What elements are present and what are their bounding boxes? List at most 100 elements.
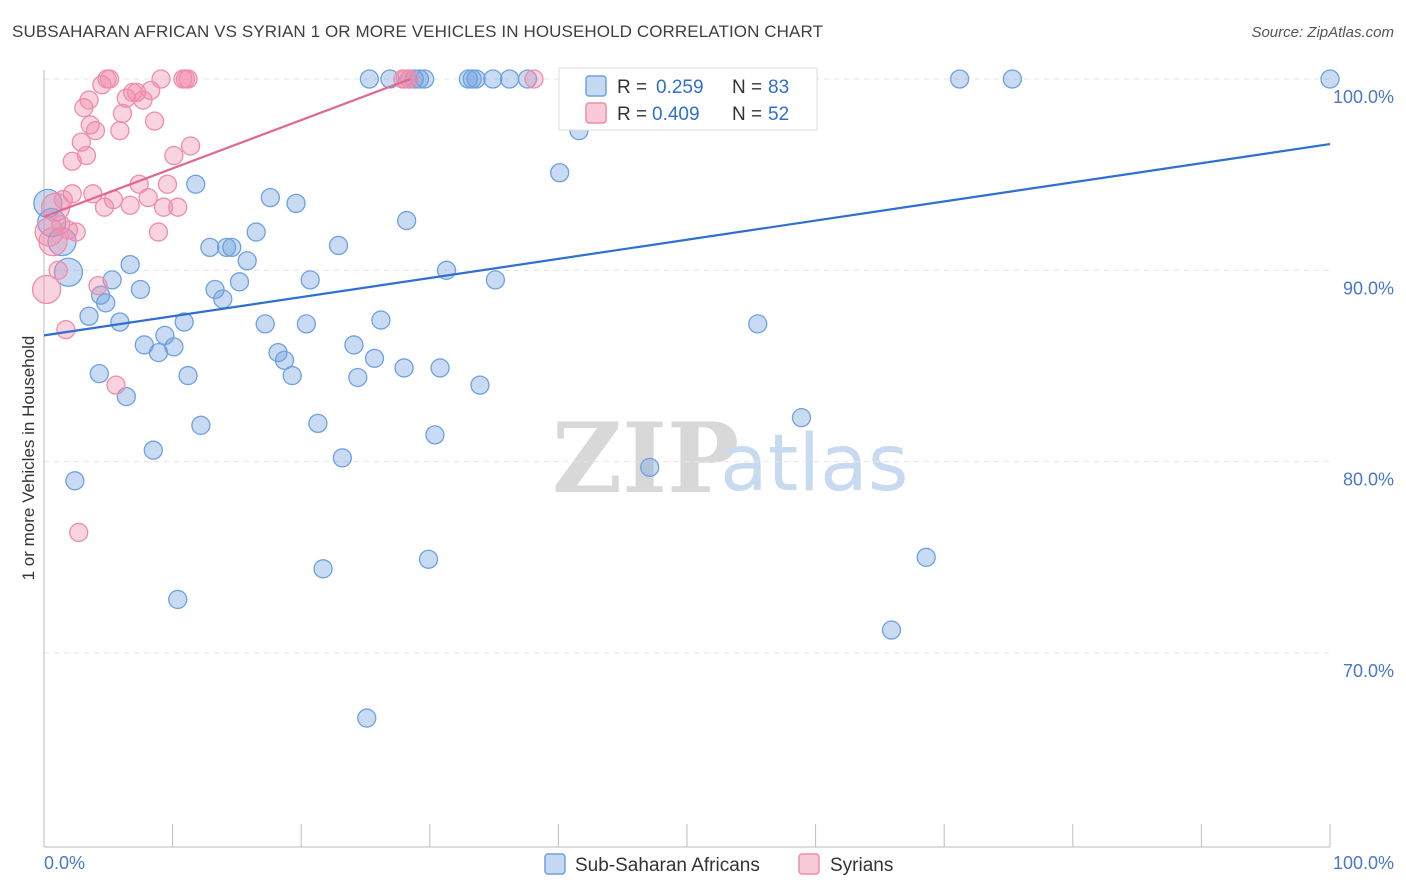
data-point-syrian (126, 82, 147, 103)
data-point-syrian (66, 222, 86, 242)
data-point-sub-saharan (430, 358, 450, 378)
data-point-syrian (99, 69, 120, 89)
data-point-syrian (76, 145, 97, 166)
data-point-sub-saharan (308, 413, 328, 434)
data-point-sub-saharan (143, 440, 163, 460)
data-point-sub-saharan (550, 163, 570, 183)
data-point-sub-saharan (286, 193, 306, 214)
data-point-syrian (83, 184, 103, 204)
gridlines (44, 78, 1330, 654)
data-point-syrian (58, 220, 79, 240)
data-point-sub-saharan (282, 365, 302, 386)
data-point-syrian (48, 260, 68, 280)
data-point-syrian (144, 111, 165, 131)
data-point-syrian (168, 197, 188, 217)
data-point-syrian (62, 184, 82, 204)
data-point-sub-saharan (415, 69, 435, 89)
data-point-sub-saharan (313, 559, 333, 579)
data-point-sub-saharan (470, 375, 490, 395)
data-point-sub-saharan (205, 279, 225, 300)
data-point-sub-saharan (881, 620, 902, 640)
x-tick-label-min: 0.0% (44, 853, 85, 873)
data-point-syrian (157, 174, 178, 194)
data-point-sub-saharan (1002, 69, 1023, 89)
data-point-sub-saharan (499, 69, 520, 89)
data-point-sub-saharan (102, 270, 122, 290)
bottom-legend-label-syrians: Syrians (830, 855, 893, 876)
data-point-sub-saharan (364, 348, 385, 368)
data-point-sub-saharan (748, 314, 768, 334)
trend-line-syrians (43, 77, 411, 218)
y-axis-tick-labels: 70.0% 80.0% 90.0% 100.0% (1333, 87, 1394, 681)
legend-n-value-sub: 83 (768, 77, 789, 98)
y-tick-label: 80.0% (1343, 470, 1394, 490)
data-point-sub-saharan (174, 312, 194, 332)
data-point-sub-saharan (89, 364, 109, 384)
data-point-sub-saharan (168, 589, 188, 610)
watermark-atlas: atlas (720, 419, 909, 509)
data-point-sub-saharan (213, 289, 233, 309)
legend-r-label-sub: R = (617, 77, 647, 98)
legend-n-value-syr: 52 (768, 104, 789, 125)
data-point-sub-saharan (916, 547, 936, 567)
y-tick-label: 90.0% (1343, 278, 1394, 298)
data-point-sub-saharan (296, 314, 316, 334)
series-sub-saharan-points (33, 69, 1340, 728)
data-point-syrian (148, 222, 169, 242)
y-tick-label: 70.0% (1343, 661, 1394, 681)
data-point-sub-saharan (425, 425, 445, 445)
data-point-sub-saharan (344, 335, 364, 355)
x-tick-label-max: 100.0% (1333, 853, 1394, 873)
data-point-syrian (524, 69, 544, 89)
data-point-syrian (112, 103, 133, 124)
data-point-sub-saharan (485, 270, 506, 290)
data-point-sub-saharan (200, 237, 220, 258)
legend-r-value-syr: 0.409 (652, 104, 700, 125)
data-point-sub-saharan (1320, 69, 1340, 89)
stats-legend: R = 0.259 N = 83 R = 0.409 N = 52 (558, 67, 818, 131)
chart-source: Source: ZipAtlas.com (1251, 24, 1394, 41)
legend-r-label-syr: R = (617, 104, 647, 125)
data-point-syrian (80, 115, 100, 135)
data-point-sub-saharan (640, 457, 660, 478)
data-point-sub-saharan (394, 358, 414, 378)
data-point-sub-saharan (191, 415, 211, 435)
data-point-syrian (79, 90, 99, 110)
data-point-sub-saharan (255, 314, 275, 334)
data-point-sub-saharan (332, 448, 353, 468)
data-point-sub-saharan (466, 69, 486, 89)
data-point-syrian (106, 375, 126, 395)
data-point-sub-saharan (397, 210, 417, 231)
data-point-sub-saharan (130, 279, 151, 300)
data-point-syrian (164, 145, 184, 166)
chart-title: SUBSAHARAN AFRICAN VS SYRIAN 1 OR MORE V… (12, 22, 824, 41)
data-point-syrian (138, 187, 158, 208)
data-point-sub-saharan (517, 69, 538, 89)
legend-swatch-syrians (585, 102, 607, 124)
data-point-sub-saharan (120, 254, 140, 275)
data-point-sub-saharan (274, 350, 295, 370)
data-point-sub-saharan (229, 272, 250, 292)
legend-n-label-sub: N = (732, 77, 762, 98)
series-legend: Sub-Saharan Africans Syrians (544, 853, 893, 876)
trend-lines (43, 77, 1331, 337)
data-point-sub-saharan (949, 69, 970, 89)
data-point-sub-saharan (216, 237, 237, 258)
y-tick-label: 100.0% (1333, 87, 1394, 107)
data-point-sub-saharan (371, 310, 391, 330)
data-point-sub-saharan (483, 69, 503, 89)
data-point-syrian (153, 197, 174, 217)
data-point-sub-saharan (164, 337, 184, 357)
y-axis-title: 1 or more Vehicles in Household (19, 336, 38, 581)
data-point-sub-saharan (791, 408, 812, 428)
data-point-sub-saharan (300, 270, 320, 290)
data-point-syrian (110, 121, 130, 141)
data-point-sub-saharan (409, 69, 430, 89)
bottom-legend-swatch-syrians (798, 853, 820, 875)
legend-n-label-syr: N = (732, 104, 762, 125)
data-point-sub-saharan (186, 174, 206, 194)
data-point-sub-saharan (222, 237, 242, 258)
data-point-sub-saharan (348, 367, 368, 388)
data-point-syrian (85, 121, 106, 141)
